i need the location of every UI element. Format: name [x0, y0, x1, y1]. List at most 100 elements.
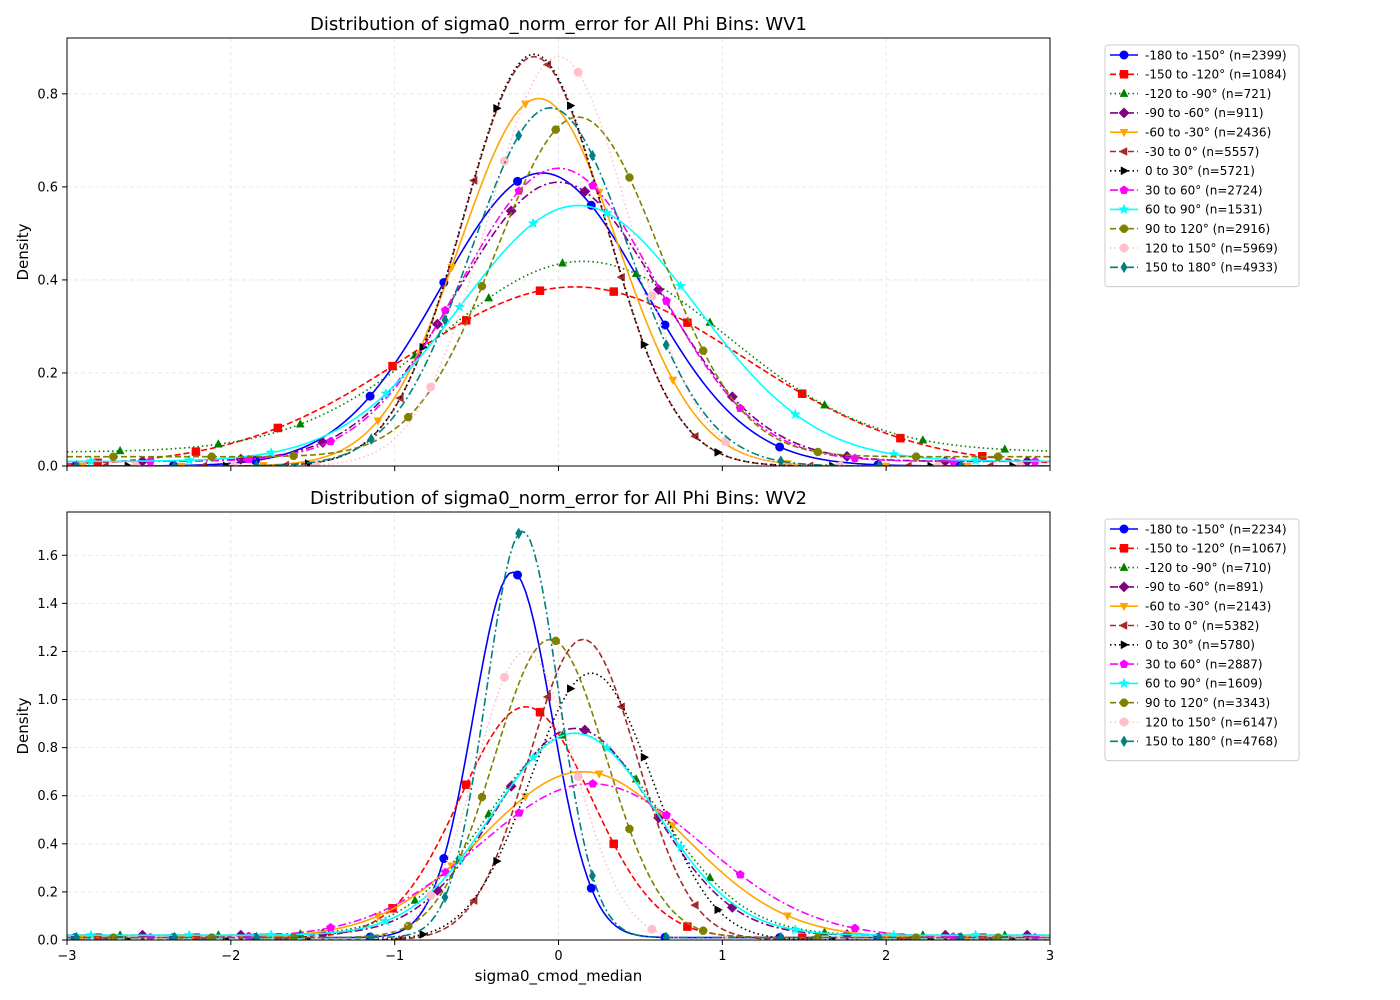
series-marker-12 [441, 891, 449, 904]
series-marker-3 [705, 872, 715, 881]
series-marker-12 [171, 460, 179, 466]
y-tick-label: 0.2 [37, 885, 58, 900]
series-line-12 [67, 530, 1050, 939]
series-marker-7 [1009, 461, 1018, 466]
series-marker-3 [410, 895, 420, 904]
series-marker-11 [499, 672, 509, 682]
legend-marker-11 [1119, 717, 1129, 727]
series-marker-10 [207, 452, 216, 461]
legend-label-8: 30 to 60° (n=2724) [1145, 183, 1263, 197]
series-marker-12 [662, 931, 670, 940]
series-line-6 [67, 638, 1050, 940]
y-tick-label: 1.0 [37, 693, 58, 708]
series-marker-10 [625, 824, 634, 834]
legend-label-5: -60 to -30° (n=2143) [1145, 600, 1271, 614]
series-marker-10 [625, 173, 634, 182]
series-marker-9 [380, 387, 392, 399]
x-tick-label: 3 [1046, 949, 1054, 964]
x-tick-label: 0 [554, 949, 562, 964]
legend-marker-7 [1120, 640, 1130, 650]
series-marker-6 [616, 702, 625, 712]
y-tick-label: 0.8 [37, 87, 58, 102]
series-marker-4 [579, 185, 591, 198]
legend-label-3: -120 to -90° (n=710) [1145, 561, 1271, 575]
legend-label-1: -180 to -150° (n=2234) [1145, 522, 1287, 536]
legend-label-2: -150 to -120° (n=1067) [1145, 542, 1287, 556]
legend-item: -120 to -90° (n=721) [1110, 87, 1271, 101]
chart-title: Distribution of sigma0_norm_error for Al… [310, 14, 807, 35]
series-line-8 [67, 782, 1050, 939]
legend-box [1104, 44, 1300, 288]
series-line-2 [67, 286, 1050, 465]
series-marker-9 [265, 446, 277, 458]
series-marker-4 [317, 436, 329, 449]
series-marker-7 [419, 929, 428, 939]
legend-label-6: -30 to 0° (n=5382) [1145, 619, 1259, 633]
series-marker-2 [535, 286, 545, 295]
legend-item: 120 to 150° (n=6147) [1110, 715, 1278, 729]
series-line-9 [67, 204, 1050, 463]
legend-item: 90 to 120° (n=3343) [1110, 696, 1270, 710]
legend-marker-12 [1120, 261, 1128, 274]
y-tick-label: 0.8 [37, 741, 58, 756]
legend-marker-5 [1119, 128, 1129, 138]
series-marker-5 [373, 912, 383, 922]
series-marker-10 [404, 413, 413, 422]
legend-marker-7 [1120, 166, 1130, 176]
legend-label-5: -60 to -30° (n=2436) [1145, 126, 1271, 140]
legend-item: -60 to -30° (n=2143) [1110, 600, 1271, 614]
legend-marker-1 [1119, 50, 1129, 60]
series-marker-3 [558, 258, 567, 267]
series-marker-6 [395, 393, 404, 403]
chart-title: Distribution of sigma0_norm_error for Al… [310, 488, 807, 509]
series-marker-5 [520, 793, 530, 802]
legend-item: 120 to 150° (n=5969) [1110, 241, 1278, 255]
series-marker-2 [462, 316, 471, 325]
legend-marker-6 [1118, 621, 1128, 630]
series-marker-8 [948, 932, 958, 940]
series-marker-10 [404, 921, 413, 931]
legend-marker-9 [1118, 203, 1130, 215]
series-marker-11 [573, 67, 583, 77]
series-marker-10 [551, 636, 560, 645]
legend-item: -60 to -30° (n=2436) [1110, 126, 1271, 140]
series-marker-2 [683, 318, 692, 327]
plot-area [67, 53, 1050, 466]
series-marker-12 [441, 314, 449, 326]
series-marker-6 [985, 461, 994, 466]
series-marker-10 [993, 933, 1003, 940]
series-marker-8 [326, 436, 336, 446]
series-marker-4 [841, 450, 853, 462]
series-marker-2 [388, 361, 397, 371]
series-marker-12 [253, 459, 261, 466]
series-marker-2 [609, 287, 618, 296]
legend: -180 to -150° (n=2399) -150 to -120° (n=1… [1104, 44, 1300, 288]
series-marker-8 [850, 923, 860, 933]
series-marker-12 [777, 931, 785, 940]
x-tick-label: −2 [221, 949, 240, 964]
series-marker-10 [912, 452, 921, 461]
series-marker-9 [453, 301, 466, 312]
series-marker-7 [567, 101, 576, 111]
series-marker-5 [668, 376, 678, 386]
legend-item: 30 to 60° (n=2724) [1110, 183, 1263, 197]
series-marker-1 [513, 176, 523, 186]
legend-marker-10 [1119, 224, 1129, 233]
series-line-11 [67, 55, 1050, 466]
series-marker-3 [484, 292, 494, 302]
series-marker-5 [963, 462, 973, 466]
legend-marker-1 [1119, 524, 1129, 534]
legend-item: 150 to 180° (n=4768) [1110, 735, 1278, 749]
y-tick-label: 1.6 [37, 549, 58, 564]
series-marker-11 [647, 924, 657, 934]
series-marker-9 [789, 923, 802, 935]
x-tick-label: −1 [385, 949, 404, 964]
series-marker-10 [477, 792, 487, 802]
series-marker-10 [109, 933, 118, 940]
series-marker-7 [567, 684, 576, 694]
series-marker-6 [100, 461, 109, 466]
legend-label-1: -180 to -150° (n=2399) [1145, 48, 1287, 62]
x-tick-label: 2 [882, 949, 890, 964]
legend-item: 0 to 30° (n=5780) [1110, 638, 1255, 652]
series-marker-11 [426, 890, 436, 900]
